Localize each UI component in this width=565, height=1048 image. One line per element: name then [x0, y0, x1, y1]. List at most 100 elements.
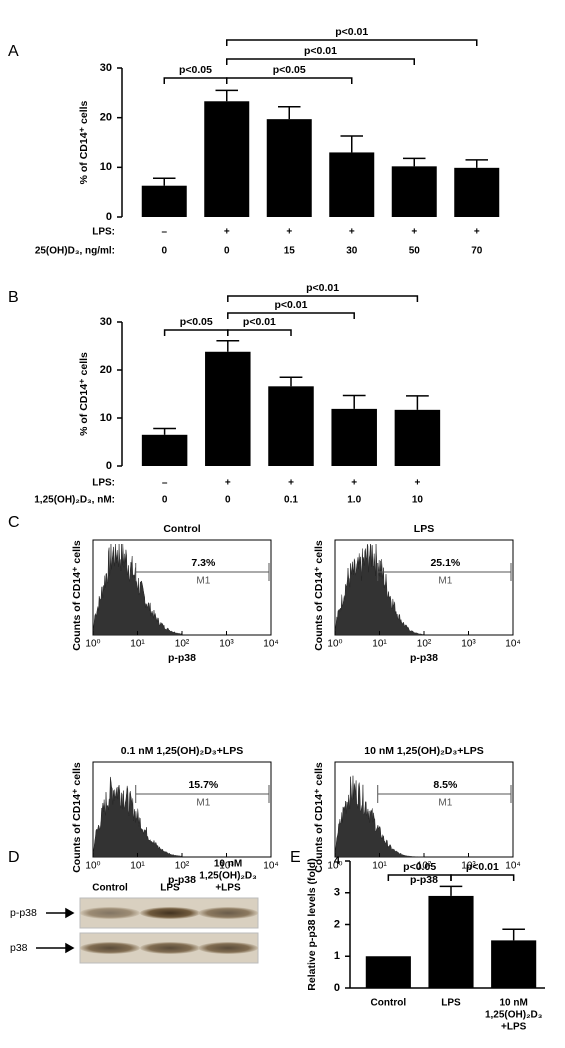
- panel-letter: D: [8, 849, 20, 866]
- gate-name: M1: [196, 576, 210, 587]
- bar: [454, 167, 500, 217]
- x-tick-label: 50: [409, 246, 421, 257]
- significance-bracket: [227, 329, 292, 336]
- x-tick-label: 10²: [417, 861, 432, 872]
- x-tick-label: 10⁴: [505, 861, 520, 872]
- x-tick-label: Control: [371, 998, 407, 1009]
- bar: [205, 351, 251, 466]
- y-tick-label: 10: [100, 412, 112, 424]
- histogram: [334, 543, 425, 636]
- blot-band: [80, 942, 140, 954]
- x-tick-label: 1,25(OH)₂D₃: [485, 1010, 543, 1021]
- x-tick-label: 0.1: [284, 495, 298, 506]
- x-tick-label: 0: [162, 495, 168, 506]
- x-tick-label: 10⁰: [85, 639, 100, 650]
- y-axis-label: % of CD14⁺ cells: [78, 100, 90, 184]
- bar: [266, 119, 312, 217]
- gate: [135, 785, 270, 803]
- y-tick-label: 0: [106, 211, 112, 223]
- y-tick-label: 0: [334, 982, 340, 994]
- bar: [394, 409, 441, 466]
- bar: [204, 101, 250, 217]
- significance-label: p<0.01: [306, 282, 339, 294]
- gate-percentage: 15.7%: [188, 779, 218, 791]
- y-axis-label: Relative p-p38 levels (fold): [306, 858, 318, 990]
- histogram: [92, 776, 183, 858]
- y-tick-label: 2: [334, 918, 340, 930]
- x-tick-label: 10¹: [130, 639, 145, 650]
- y-axis-label: Counts of CD14⁺ cells: [313, 762, 325, 873]
- x-tick-label: +: [414, 478, 420, 489]
- significance-bracket: [163, 329, 229, 336]
- x-tick-label: 1.0: [347, 495, 361, 506]
- bar: [391, 166, 437, 217]
- y-axis-label: % of CD14⁺ cells: [78, 352, 90, 436]
- bar: [141, 185, 187, 217]
- arrow: [46, 907, 75, 919]
- bar: [428, 895, 474, 988]
- panel-letter: A: [8, 43, 19, 60]
- x-tick-label: 30: [346, 246, 358, 257]
- x-tick-label: +: [225, 478, 231, 489]
- bar: [491, 940, 537, 988]
- x-tick-label: 10³: [219, 639, 234, 650]
- x-tick-label: 10¹: [372, 861, 387, 872]
- plot-title: Control: [163, 523, 200, 535]
- x-tick-label: +: [474, 227, 480, 238]
- blot-band: [140, 942, 200, 954]
- significance-label: p<0.01: [335, 26, 368, 38]
- x-tick-label: 70: [471, 246, 483, 257]
- x-tick-label: +: [288, 478, 294, 489]
- gate-name: M1: [438, 798, 452, 809]
- y-tick-label: 30: [100, 62, 112, 74]
- significance-bracket: [450, 874, 515, 881]
- gate-name: M1: [438, 576, 452, 587]
- x-tick-label: 10⁰: [85, 861, 100, 872]
- gate: [135, 563, 270, 581]
- y-tick-label: 20: [100, 112, 112, 124]
- row-label: LPS:: [92, 478, 115, 489]
- x-axis-label: p-p38: [168, 874, 196, 886]
- significance-bracket: [226, 77, 353, 84]
- bar: [329, 152, 375, 217]
- blot-band: [80, 907, 140, 919]
- lane-label: 10 nM: [214, 859, 242, 870]
- y-tick-label: 1: [334, 950, 340, 962]
- x-tick-label: +LPS: [501, 1022, 527, 1033]
- significance-label: p<0.05: [403, 861, 436, 873]
- bar: [365, 956, 411, 988]
- significance-label: p<0.01: [304, 45, 337, 57]
- x-axis-label: p-p38: [410, 874, 438, 886]
- blot-band: [140, 907, 200, 919]
- gate: [377, 785, 512, 803]
- x-axis-label: p-p38: [168, 652, 196, 664]
- y-tick-label: 3: [334, 887, 340, 899]
- x-tick-label: 10³: [461, 861, 476, 872]
- plot-title: 10 nM 1,25(OH)₂D₃+LPS: [364, 745, 484, 757]
- gate-percentage: 25.1%: [430, 557, 460, 569]
- y-axis-label: Counts of CD14⁺ cells: [71, 540, 83, 651]
- x-tick-label: 10⁰: [327, 861, 342, 872]
- significance-label: p<0.01: [275, 299, 308, 311]
- row-label: p38: [10, 942, 28, 954]
- y-tick-label: 20: [100, 364, 112, 376]
- row-label: 25(OH)D₃, ng/ml:: [35, 246, 115, 257]
- histogram: [334, 775, 425, 858]
- significance-label: p<0.01: [243, 316, 276, 328]
- significance-label: p<0.05: [273, 64, 306, 76]
- gate-name: M1: [196, 798, 210, 809]
- x-tick-label: –: [162, 478, 168, 489]
- significance-label: p<0.05: [180, 316, 213, 328]
- y-tick-label: 0: [106, 460, 112, 472]
- x-tick-label: 10 nM: [499, 998, 527, 1009]
- lane-label: 1,25(OH)₂D₃: [199, 871, 257, 882]
- panel-letter: B: [8, 289, 19, 306]
- blot-band: [198, 907, 258, 919]
- gate-percentage: 8.5%: [433, 779, 458, 791]
- significance-bracket: [226, 39, 478, 46]
- gate-percentage: 7.3%: [191, 557, 216, 569]
- y-tick-label: 10: [100, 161, 112, 173]
- panel-letter: C: [8, 514, 20, 531]
- x-tick-label: +: [349, 227, 355, 238]
